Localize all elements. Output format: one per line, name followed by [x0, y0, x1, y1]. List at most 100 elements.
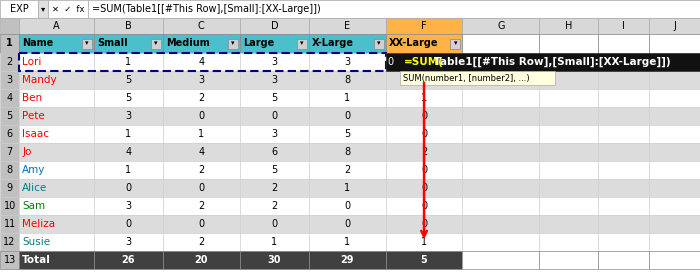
Bar — [163, 251, 239, 269]
Bar — [94, 125, 163, 143]
Bar — [0, 107, 19, 125]
Text: 11: 11 — [4, 219, 15, 229]
Bar — [649, 197, 700, 215]
Bar — [19, 161, 94, 179]
Bar — [163, 125, 239, 143]
Bar — [463, 251, 539, 269]
Bar — [19, 197, 94, 215]
Bar — [539, 161, 598, 179]
Text: 30: 30 — [267, 255, 281, 265]
Bar — [19, 71, 94, 89]
Text: 2: 2 — [198, 201, 204, 211]
Text: 26: 26 — [122, 255, 135, 265]
Bar — [598, 233, 649, 251]
Bar — [19, 125, 94, 143]
Text: E: E — [344, 21, 351, 31]
Text: 1: 1 — [198, 129, 204, 139]
Text: 2: 2 — [344, 165, 351, 175]
Bar — [88, 0, 700, 18]
Bar — [539, 233, 598, 251]
Bar — [239, 107, 309, 125]
Text: B: B — [125, 21, 132, 31]
Text: 0: 0 — [125, 219, 132, 229]
Bar — [19, 233, 94, 251]
Bar — [239, 18, 309, 34]
Bar — [598, 251, 649, 269]
Bar — [539, 18, 598, 34]
Text: SUM(number1, [number2], ...): SUM(number1, [number2], ...) — [402, 73, 529, 82]
Bar — [539, 34, 598, 53]
Bar — [386, 233, 463, 251]
Text: 9: 9 — [6, 183, 13, 193]
Bar — [539, 179, 598, 197]
Bar — [463, 215, 539, 233]
Bar — [309, 89, 386, 107]
Bar — [309, 53, 386, 71]
Text: 0: 0 — [421, 201, 427, 211]
Bar — [386, 197, 463, 215]
Bar — [598, 34, 649, 53]
Text: 4: 4 — [6, 93, 13, 103]
Bar — [38, 0, 48, 18]
Bar — [400, 71, 554, 85]
Bar — [598, 143, 649, 161]
Bar — [463, 53, 539, 71]
Bar — [19, 89, 94, 107]
Bar — [649, 53, 700, 71]
Text: ✕  ✓  fx: ✕ ✓ fx — [52, 4, 85, 13]
Text: 3: 3 — [272, 57, 277, 67]
Text: 0: 0 — [198, 111, 204, 121]
Text: 0: 0 — [421, 219, 427, 229]
Bar — [539, 53, 598, 71]
Text: 0: 0 — [272, 111, 277, 121]
Bar — [0, 233, 19, 251]
Bar — [598, 125, 649, 143]
Bar — [386, 53, 700, 71]
Text: 1: 1 — [421, 75, 427, 85]
Bar — [94, 179, 163, 197]
Text: 0: 0 — [198, 219, 204, 229]
Text: ▾: ▾ — [85, 40, 88, 46]
Bar — [239, 34, 309, 53]
Text: 4: 4 — [125, 147, 132, 157]
Bar — [0, 251, 19, 269]
Bar — [94, 107, 163, 125]
Text: 8: 8 — [6, 165, 13, 175]
Text: Large: Large — [243, 38, 274, 49]
Text: 0: 0 — [344, 219, 351, 229]
Bar — [463, 18, 539, 34]
Bar — [386, 34, 463, 53]
Bar — [598, 89, 649, 107]
Text: 5: 5 — [271, 165, 277, 175]
Bar — [0, 0, 38, 18]
Bar — [94, 71, 163, 89]
Bar — [309, 71, 386, 89]
Bar — [309, 161, 386, 179]
Bar — [94, 18, 163, 34]
Bar — [19, 215, 94, 233]
Text: 3: 3 — [125, 237, 132, 247]
Bar — [649, 251, 700, 269]
Text: 2: 2 — [421, 147, 427, 157]
Bar — [386, 53, 463, 71]
Bar — [0, 143, 19, 161]
Bar — [94, 215, 163, 233]
Bar — [239, 125, 309, 143]
Text: Pete: Pete — [22, 111, 45, 121]
Text: 6: 6 — [272, 147, 277, 157]
Bar — [386, 71, 463, 89]
Text: G: G — [497, 21, 505, 31]
Text: 2: 2 — [6, 57, 13, 67]
Bar — [163, 18, 239, 34]
Bar — [463, 34, 539, 53]
Text: 8: 8 — [344, 147, 351, 157]
Bar — [649, 233, 700, 251]
Bar — [386, 125, 463, 143]
Bar — [19, 179, 94, 197]
Bar — [309, 18, 386, 34]
Bar — [239, 215, 309, 233]
Text: Total: Total — [22, 255, 51, 265]
Bar — [539, 71, 598, 89]
Text: 1: 1 — [125, 165, 132, 175]
Bar — [163, 89, 239, 107]
